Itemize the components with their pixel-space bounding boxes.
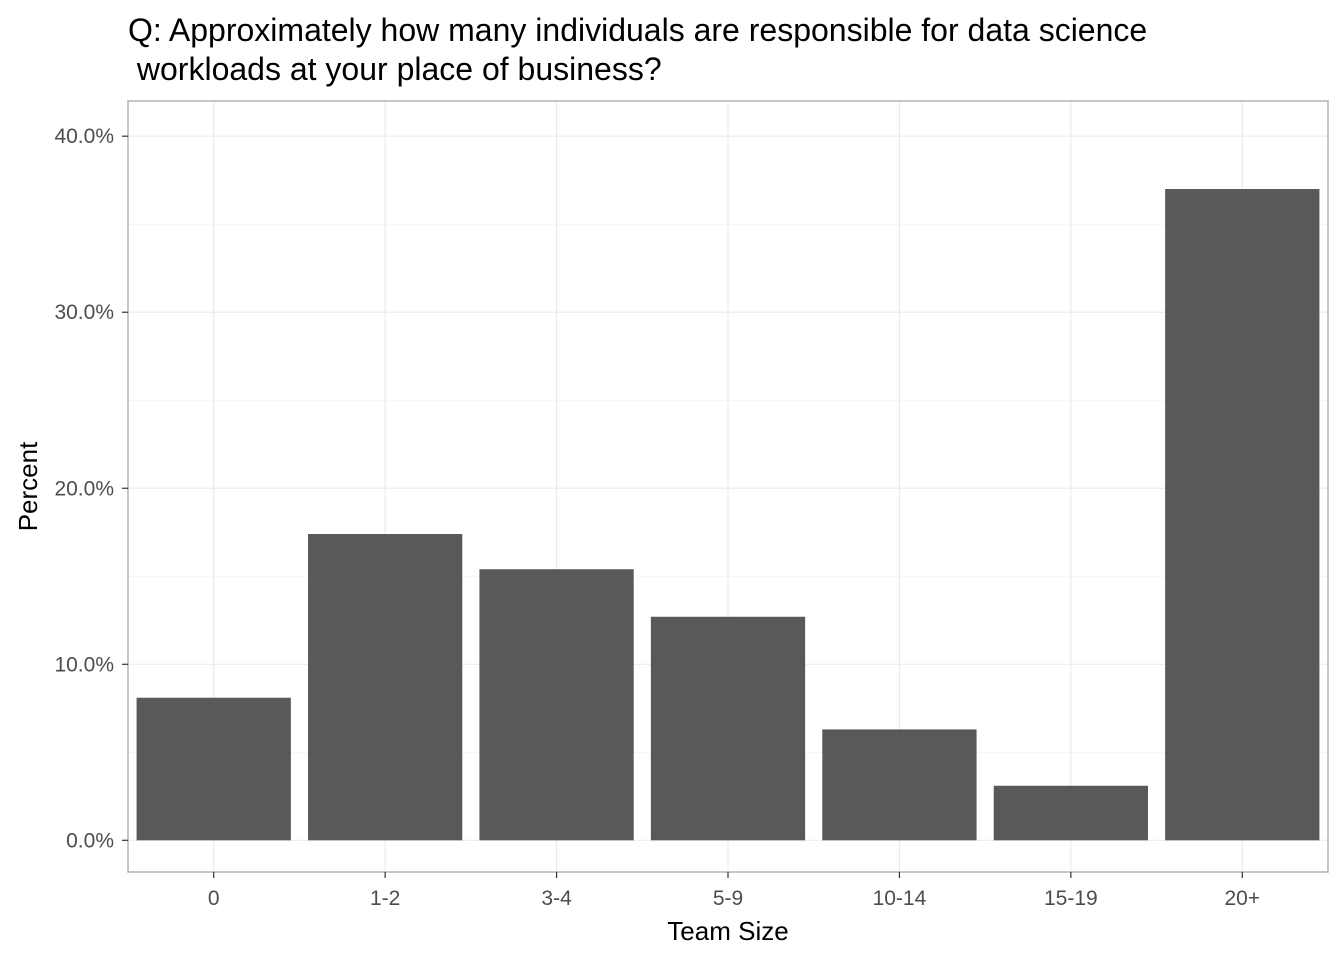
bar-1-2: [308, 534, 463, 841]
y-axis-title: Percent: [13, 441, 43, 531]
x-tick-label: 20+: [1224, 887, 1260, 910]
bar-3-4: [479, 569, 634, 841]
y-axis-ticks: 0.0% 10.0% 20.0% 30.0% 40.0%: [54, 125, 128, 852]
bar-5-9: [650, 616, 806, 841]
y-tick-label: 10.0%: [54, 653, 114, 676]
chart-title-line-1: Q: Approximately how many individuals ar…: [128, 12, 1147, 48]
y-tick-label: 40.0%: [54, 125, 114, 148]
bar-15-19: [993, 785, 1148, 841]
x-axis-ticks: 0 1-2 3-4 5-9 10-14 15-19 20+: [208, 872, 1260, 910]
y-tick-label: 30.0%: [54, 301, 114, 324]
chart-title-line-2: workloads at your place of business?: [128, 51, 662, 87]
bar-10-14: [822, 729, 977, 841]
x-tick-label: 3-4: [541, 887, 572, 910]
x-tick-label: 5-9: [713, 887, 743, 910]
x-tick-label: 10-14: [873, 887, 927, 910]
y-tick-label: 0.0%: [66, 829, 114, 852]
bar-20+: [1165, 189, 1320, 841]
bars: [136, 189, 1320, 841]
x-axis-title: Team Size: [667, 916, 788, 946]
x-tick-label: 0: [208, 887, 220, 910]
x-tick-label: 1-2: [370, 887, 400, 910]
bar-0: [136, 697, 291, 841]
x-tick-label: 15-19: [1044, 887, 1098, 910]
y-tick-label: 20.0%: [54, 477, 114, 500]
